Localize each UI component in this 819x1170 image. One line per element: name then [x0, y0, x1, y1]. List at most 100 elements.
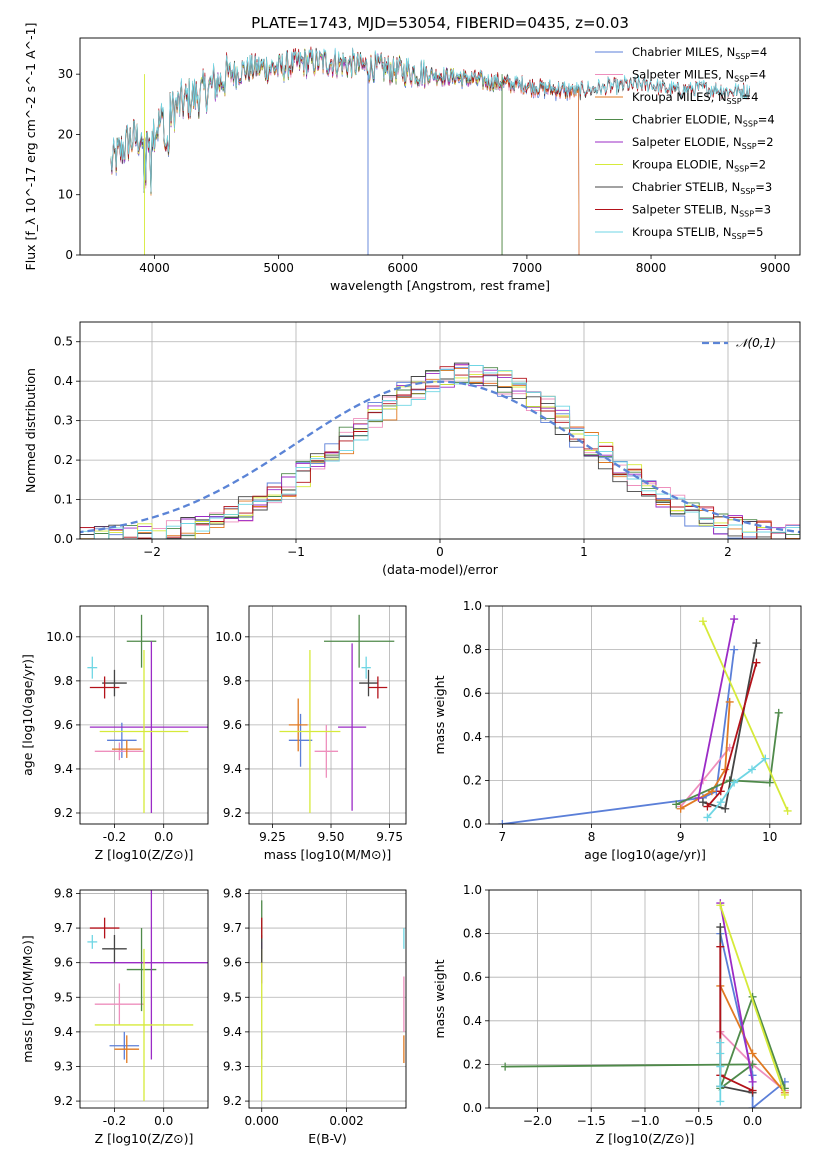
y-tick-label: 9.8 — [223, 886, 242, 900]
x-tick-label: −1.0 — [630, 1114, 659, 1128]
legend-entry: Kroupa ELODIE, NSSP=2 — [632, 158, 766, 174]
weight-marker — [716, 1038, 725, 1047]
x-tick-label: 9.50 — [318, 830, 345, 844]
histogram-series — [80, 363, 800, 539]
histogram-series — [80, 370, 800, 539]
axes-frame — [248, 889, 407, 1109]
weight-marker — [765, 778, 774, 787]
plot-area — [498, 615, 792, 824]
y-tick-label: 1.0 — [463, 883, 482, 897]
y-tick-label: 0.6 — [463, 970, 482, 984]
y-tick-label: 0.0 — [463, 1101, 482, 1115]
x-tick-label: 0.0 — [154, 830, 173, 844]
weight-marker — [783, 806, 792, 815]
plot-area — [279, 614, 395, 813]
x-tick-label: 9 — [677, 830, 685, 844]
figure-title: PLATE=1743, MJD=53054, FIBERID=0435, z=0… — [251, 14, 629, 32]
weight-vs-metallicity-panel: −2.0 −1.5 −1.0 −0.5 0.0 0.0 0.2 0.4 0.6 0.8 1.0 Z [… — [432, 883, 802, 1146]
plot-area — [110, 46, 751, 255]
weight-marker — [748, 1077, 757, 1086]
legend-entry: Salpeter STELIB, NSSP=3 — [632, 203, 771, 219]
x-tick-label: 9.25 — [259, 830, 286, 844]
y-tick-label: 20 — [58, 127, 73, 141]
y-tick-label: 9.2 — [223, 1094, 242, 1108]
axes-frame — [488, 605, 802, 825]
weight-vs-age-panel: 7 8 9 10 0.0 0.2 0.4 0.6 0.8 1.0 age [log10(age/yr… — [432, 599, 802, 862]
x-tick-label: 7000 — [512, 261, 543, 275]
y-axis-label: Normed distribution — [23, 368, 38, 493]
legend-entry: Salpeter MILES, NSSP=4 — [632, 68, 766, 84]
weight-line — [719, 902, 754, 1082]
y-tick-label: 0.2 — [54, 453, 73, 467]
weight-marker — [761, 754, 770, 763]
x-tick-label: -0.2 — [103, 830, 126, 844]
y-axis-label: mass weight — [432, 675, 447, 754]
y-tick-label: 1.0 — [463, 599, 482, 613]
weight-marker — [747, 765, 756, 774]
histogram-series — [80, 368, 800, 539]
weight-marker — [752, 658, 761, 667]
y-tick-label: 0.5 — [54, 335, 73, 349]
legend-entry: Chabrier STELIB, NSSP=3 — [632, 180, 772, 196]
y-tick-label: 9.5 — [54, 990, 73, 1004]
y-tick-label: 0.4 — [463, 1014, 482, 1028]
weight-marker — [501, 1062, 510, 1071]
y-tick-label: 9.2 — [223, 806, 242, 820]
x-tick-label: 8000 — [636, 261, 667, 275]
y-tick-label: 0.8 — [463, 927, 482, 941]
histogram-series — [80, 365, 800, 539]
weight-marker — [676, 804, 685, 813]
x-tick-label: 5000 — [263, 261, 294, 275]
histogram-series — [80, 366, 800, 539]
y-tick-label: 9.8 — [223, 674, 242, 688]
weight-line — [702, 620, 789, 812]
y-tick-label: 9.6 — [54, 956, 73, 970]
spectrum-panel: 4000 5000 6000 7000 8000 9000 0 10 20 30 wavelengt… — [23, 23, 801, 293]
legend-entry: 𝒩(0,1) — [736, 336, 776, 350]
weight-marker — [716, 1097, 725, 1106]
x-tick-label: −1.5 — [577, 1114, 606, 1128]
weight-marker — [694, 793, 703, 802]
weight-marker — [748, 1104, 757, 1108]
weight-marker — [780, 1090, 789, 1099]
y-tick-label: 9.3 — [54, 1059, 73, 1073]
legend-entry: Chabrier MILES, NSSP=4 — [632, 45, 767, 61]
y-tick-label: 9.2 — [54, 806, 73, 820]
y-tick-label: 10 — [58, 188, 73, 202]
y-axis-label: mass weight — [432, 959, 447, 1038]
plot-area — [87, 890, 208, 1102]
x-tick-label: 10 — [762, 830, 777, 844]
x-tick-label: 1 — [580, 545, 588, 559]
x-tick-label: 9.75 — [376, 830, 403, 844]
weight-marker — [703, 802, 712, 811]
y-tick-label: 9.6 — [223, 956, 242, 970]
plot-area — [501, 899, 789, 1108]
x-tick-label: 0.002 — [329, 1114, 363, 1128]
y-axis-label: mass [log10(M/M⊙)] — [20, 935, 35, 1063]
x-axis-label: (data-model)/error — [382, 562, 499, 577]
x-axis-label: wavelength [Angstrom, rest frame] — [330, 278, 550, 293]
axes-frame — [248, 605, 407, 825]
y-tick-label: 0.1 — [54, 493, 73, 507]
x-tick-label: 0.0 — [154, 1114, 173, 1128]
y-tick-label: 0.4 — [463, 730, 482, 744]
weight-marker — [498, 820, 507, 824]
y-tick-label: 9.4 — [223, 1025, 242, 1039]
weight-marker — [752, 639, 761, 648]
y-tick-label: 0.2 — [463, 1057, 482, 1071]
y-tick-label: 0.8 — [463, 643, 482, 657]
mass-vs-extinction-panel: 0.000 0.002 9.2 9.3 9.4 9.5 9.6 9.7 9.8 E(B-V) — [223, 886, 407, 1146]
x-axis-label: Z [log10(Z/Z⊙)] — [95, 847, 194, 862]
x-tick-label: −2 — [143, 545, 161, 559]
x-axis-label: E(B-V) — [308, 1131, 347, 1146]
weight-marker — [748, 1049, 757, 1058]
y-tick-label: 0.0 — [463, 817, 482, 831]
weight-marker — [730, 778, 739, 787]
x-tick-label: −2.0 — [523, 1114, 552, 1128]
x-tick-label: 4000 — [139, 261, 170, 275]
y-tick-label: 9.4 — [223, 762, 242, 776]
y-tick-label: 0.3 — [54, 414, 73, 428]
weight-marker — [672, 800, 681, 809]
residual-histogram-panel: −2 −1 0 1 2 0.0 0.1 0.2 0.3 0.4 0.5 (data-model)/er… — [23, 321, 801, 577]
